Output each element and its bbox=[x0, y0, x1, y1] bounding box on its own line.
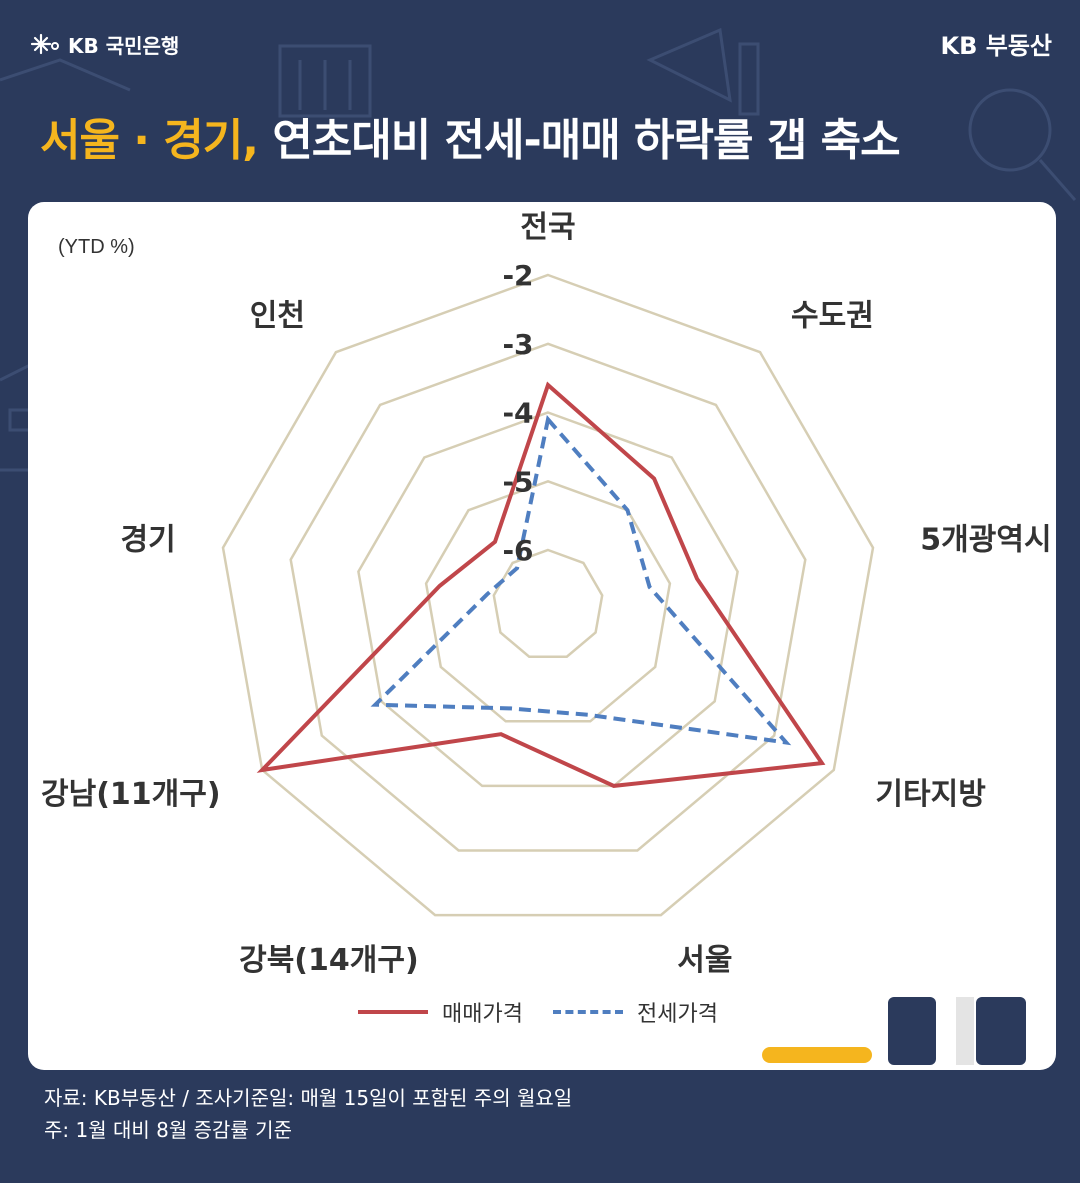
tick-label-0: -2 bbox=[502, 259, 533, 292]
axis-label-4: 서울 bbox=[677, 943, 732, 978]
legend-swatch-sale bbox=[358, 1010, 428, 1014]
grid-ring-2 bbox=[357, 411, 739, 788]
tick-label-1: -3 bbox=[502, 328, 533, 361]
brand-label: KB 부동산 bbox=[940, 32, 1053, 60]
bank-logo-text: KB 국민은행 bbox=[68, 33, 180, 58]
axis-label-1: 수도권 bbox=[791, 298, 874, 333]
footnotes: 자료: KB부동산 / 조사기준일: 매월 15일이 포함된 주의 월요일 주:… bbox=[44, 1082, 572, 1146]
tick-label-3: -5 bbox=[502, 465, 533, 498]
axis-label-7: 경기 bbox=[120, 522, 175, 557]
legend-label-jeonse: 전세가격 bbox=[636, 1002, 718, 1027]
title-highlight: 서울 · 경기, bbox=[40, 115, 259, 166]
footnote-note: 주: 1월 대비 8월 증감률 기준 bbox=[44, 1118, 292, 1142]
page-title: 서울 · 경기, 연초대비 전세-매매 하락률 갭 축소 bbox=[40, 104, 1050, 168]
grid-ring-1 bbox=[289, 342, 807, 852]
title-rest: 연초대비 전세-매매 하락률 갭 축소 bbox=[258, 115, 900, 166]
legend-swatch-jeonse bbox=[552, 1010, 623, 1014]
grid-ring-3 bbox=[424, 479, 672, 723]
legend-label-sale: 매매가격 bbox=[442, 1002, 523, 1027]
series-line-1 bbox=[370, 415, 792, 746]
legend: 매매가격 전세가격 bbox=[358, 997, 778, 1027]
grid-ring-0 bbox=[221, 273, 875, 917]
kb-star-icon bbox=[30, 33, 59, 55]
series-line-0 bbox=[256, 381, 826, 788]
axis-label-8: 인천 bbox=[250, 298, 305, 333]
tick-label-4: -6 bbox=[502, 534, 533, 567]
kb-bank-logo: KB 국민은행 bbox=[30, 26, 179, 62]
decoration-book-icon bbox=[888, 997, 1026, 1065]
legend-item-jeonse: 전세가격 bbox=[552, 996, 718, 1028]
axis-label-3: 기타지방 bbox=[875, 777, 986, 812]
legend-item-sale: 매매가격 bbox=[358, 996, 523, 1028]
axis-label-0: 전국 bbox=[520, 210, 575, 245]
axis-label-5: 강북(14개구) bbox=[239, 943, 419, 978]
tick-label-2: -4 bbox=[502, 397, 533, 430]
axis-label-2: 5개광역시 bbox=[920, 522, 1051, 557]
decoration-pencil-bar bbox=[762, 1047, 872, 1063]
unit-label: (YTD %) bbox=[58, 236, 135, 258]
axis-label-6: 강남(11개구) bbox=[41, 777, 221, 812]
footnote-source: 자료: KB부동산 / 조사기준일: 매월 15일이 포함된 주의 월요일 bbox=[44, 1086, 573, 1110]
